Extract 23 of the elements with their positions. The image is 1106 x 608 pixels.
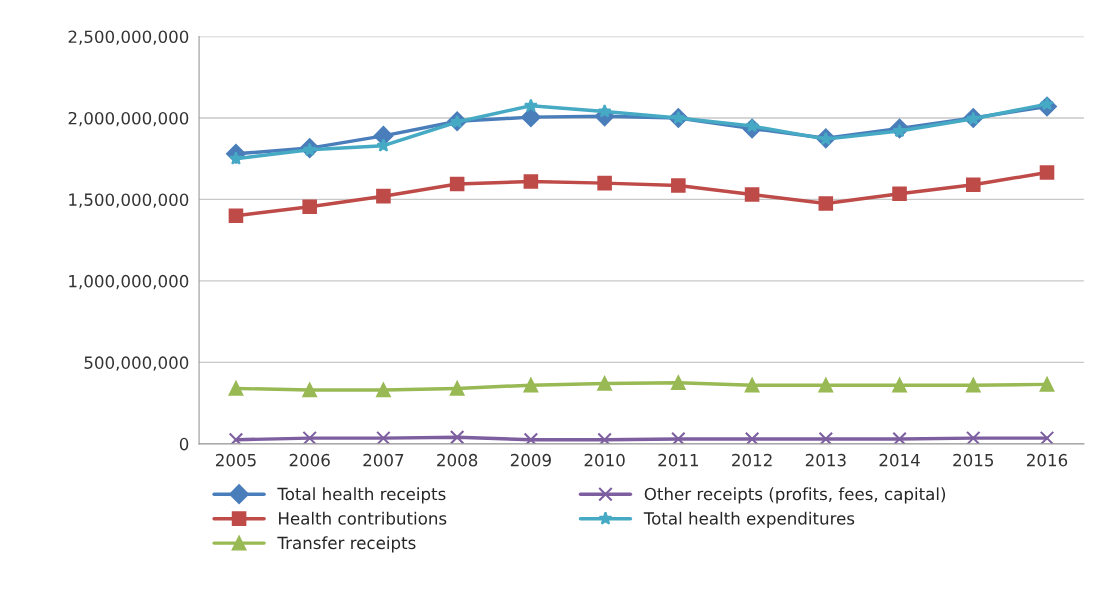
legend-label: Total health expenditures <box>643 511 855 528</box>
y-tick-label: 500,000,000 <box>84 356 189 371</box>
x-tick-label: 2007 <box>363 453 404 467</box>
y-tick-label: 2,500,000,000 <box>68 30 189 45</box>
x-tick-label: 2013 <box>805 453 846 467</box>
y-tick-label: 1,500,000,000 <box>69 193 189 208</box>
legend-label: Total health receipts <box>277 487 446 504</box>
x-tick-label: 2005 <box>215 453 256 467</box>
x-tick-label: 2009 <box>510 453 551 467</box>
x-tick-label: 2011 <box>658 453 699 467</box>
y-tick-label: 2,000,000,000 <box>68 111 189 127</box>
x-tick-label: 2012 <box>732 453 772 467</box>
x-tick-label: 2008 <box>437 453 478 467</box>
legend-label: Transfer receipts <box>277 536 416 553</box>
x-tick-label: 2015 <box>953 453 994 467</box>
legend-label: Other receipts (profits, fees, capital) <box>644 487 946 504</box>
x-tick-label: 2014 <box>879 453 920 467</box>
x-tick-label: 2006 <box>289 453 330 467</box>
x-tick-label: 2016 <box>1027 453 1068 467</box>
y-tick-label: 0 <box>179 437 189 451</box>
x-tick-label: 2010 <box>584 453 625 467</box>
legend-label: Health contributions <box>279 511 447 525</box>
y-tick-label: 1,000,000,000 <box>69 274 189 290</box>
